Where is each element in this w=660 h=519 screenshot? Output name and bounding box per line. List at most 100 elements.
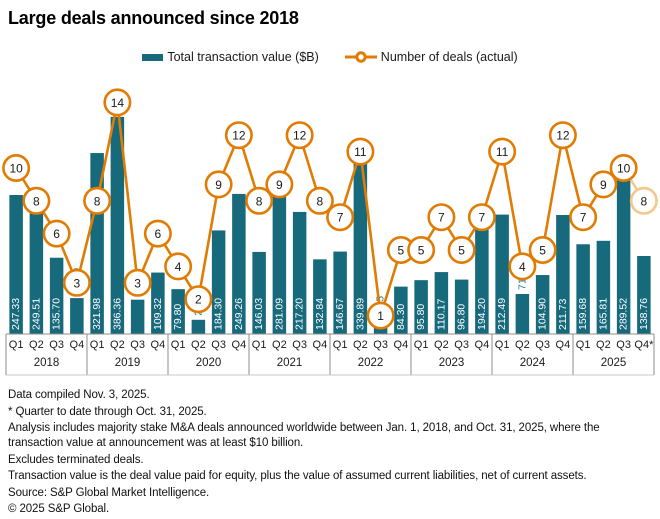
bar-value-label: 321.98	[91, 298, 103, 330]
bar	[211, 230, 226, 334]
deal-marker	[164, 252, 193, 281]
deal-marker	[184, 285, 213, 314]
deal-count-label: 10	[617, 162, 631, 176]
bar-value-label: 159.68	[577, 298, 589, 330]
year-tick-label: 2023	[439, 357, 465, 369]
bar	[495, 214, 509, 334]
bar-value-label: 249.51	[30, 298, 42, 330]
deal-count-label: 6	[155, 227, 162, 241]
bar-value-label: 249.26	[233, 298, 245, 330]
quarter-tick-label: Q1	[414, 339, 429, 351]
deal-marker	[224, 121, 253, 150]
bar	[454, 279, 469, 334]
bar	[373, 326, 388, 334]
quarter-tick-label: Q3	[616, 339, 631, 351]
bar	[475, 224, 489, 334]
legend-bar-label: Total transaction value ($B)	[167, 50, 319, 64]
quarter-tick-label: Q2	[434, 339, 449, 351]
deal-count-label: 1	[377, 309, 384, 323]
deal-count-label: 7	[580, 211, 587, 225]
chart-legend: Total transaction value ($B) Number of d…	[0, 50, 660, 64]
legend-item-line: Number of deals (actual)	[344, 50, 518, 64]
deal-marker	[488, 137, 517, 166]
quarter-tick-label: Q2	[272, 339, 287, 351]
quarter-tick-label: Q1	[9, 339, 24, 351]
footnote-excludes: Excludes terminated deals.	[8, 453, 144, 466]
deal-marker	[305, 186, 334, 215]
year-tick-label: 2022	[358, 357, 384, 369]
deal-count-label: 11	[354, 145, 367, 159]
quarter-tick-label: Q2	[191, 339, 206, 351]
deal-count-label: 12	[556, 129, 570, 143]
bar	[191, 319, 206, 334]
deal-marker	[123, 268, 152, 297]
year-tick-label: 2020	[196, 357, 222, 369]
deal-count-label: 9	[600, 178, 607, 192]
bar-value-label: 138.76	[638, 298, 650, 330]
bar	[313, 259, 327, 334]
footnote-data-compiled: Data compiled Nov. 3, 2025.	[8, 389, 150, 401]
bar	[515, 293, 530, 334]
footnote-analysis: Analysis includes majority stake M&A dea…	[8, 422, 600, 449]
bar	[394, 286, 408, 334]
deal-marker	[2, 154, 31, 183]
bar-value-label: 165.81	[597, 298, 609, 330]
year-tick-label: 2021	[277, 357, 303, 369]
bar-value-label: 211.73	[557, 299, 569, 330]
bar	[151, 272, 165, 334]
bar	[596, 240, 611, 334]
deal-count-label: 8	[641, 194, 648, 208]
deal-count-label: 9	[276, 178, 283, 192]
bar	[9, 195, 23, 334]
deal-marker	[569, 203, 598, 232]
deal-count-label: 4	[175, 260, 182, 274]
deal-marker	[326, 203, 355, 232]
deal-marker	[467, 203, 496, 232]
deal-marker	[103, 88, 132, 117]
deal-marker	[528, 236, 557, 265]
footnote-transaction-value: Transaction value is the deal value paid…	[8, 470, 587, 482]
deal-marker	[548, 121, 577, 150]
deal-count-label: 3	[74, 276, 81, 290]
bar-value-label: 184.30	[213, 298, 225, 330]
deal-count-label: 7	[337, 211, 344, 225]
deal-count-label: 11	[496, 145, 509, 159]
quarter-tick-label: Q4*	[634, 339, 654, 351]
bar-value-label: 281.09	[273, 298, 285, 330]
bar-value-label: 146.67	[334, 298, 346, 330]
deal-count-label: 8	[94, 194, 101, 208]
deal-marker	[265, 170, 294, 199]
deal-marker	[62, 268, 91, 297]
bar-value-label: 217.20	[294, 298, 306, 330]
bar-value-label: 247.33	[10, 298, 22, 330]
page-title: Large deals announced since 2018	[8, 8, 299, 28]
bar-value-label: 135.70	[51, 298, 63, 330]
bar	[576, 244, 590, 334]
deal-count-label: 8	[317, 194, 324, 208]
quarter-tick-label: Q4	[313, 339, 328, 351]
deal-count-label: 3	[134, 276, 141, 290]
deal-count-label: 2	[195, 293, 202, 307]
footnote-source: Source: S&P Global Market Intelligence.	[8, 486, 210, 499]
bar	[49, 257, 64, 334]
bar-value-label: 96.80	[456, 304, 468, 330]
year-tick-label: 2024	[520, 357, 546, 369]
deal-marker	[245, 186, 274, 215]
bar-value-label: 339.89	[354, 298, 366, 330]
quarter-tick-label: Q4	[151, 339, 166, 351]
quarter-tick-label: Q3	[535, 339, 550, 351]
bar-series-swatch-icon	[142, 53, 164, 61]
bar	[171, 289, 185, 334]
bar-value-label: 84.30	[395, 304, 407, 330]
quarter-tick-label: Q4	[70, 339, 85, 351]
quarter-tick-label: Q3	[292, 339, 307, 351]
footnote-quarter-to-date: * Quarter to date through Oct. 31, 2025.	[8, 405, 207, 418]
bar	[292, 211, 307, 334]
bar	[130, 299, 145, 334]
deal-count-label: 5	[539, 244, 546, 258]
bar	[272, 176, 287, 334]
bar	[556, 215, 570, 334]
quarter-tick-label: Q1	[495, 339, 510, 351]
quarter-tick-label: Q3	[454, 339, 469, 351]
